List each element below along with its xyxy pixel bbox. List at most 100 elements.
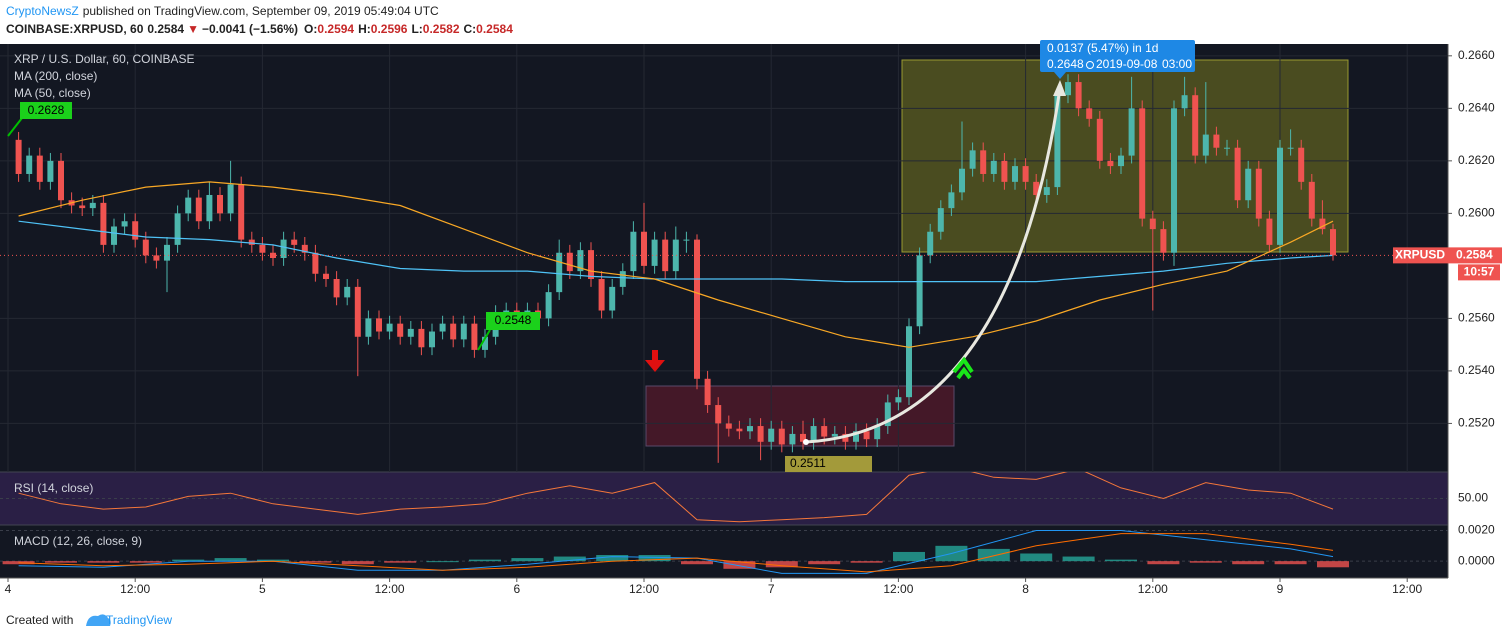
candle-body <box>1171 108 1177 253</box>
candle-body <box>397 323 404 337</box>
macd-bar <box>426 561 459 563</box>
candle-body <box>195 197 202 222</box>
up-arrow <box>952 356 974 380</box>
candle-body <box>503 310 510 314</box>
ohlc-value: 0.2582 <box>423 22 460 36</box>
x-tick-label: 12:00 <box>375 582 405 596</box>
candle-body <box>1266 218 1273 245</box>
y-tick-label: 0.2640 <box>1458 101 1495 115</box>
arrow-head <box>1053 80 1066 96</box>
macd-bar <box>1105 559 1137 562</box>
macd-bar <box>681 561 713 565</box>
candle-body <box>630 231 637 272</box>
candle-body <box>927 231 934 256</box>
candle-body <box>937 208 944 232</box>
candle-body <box>641 231 647 266</box>
ohlc-label: L: <box>411 22 422 36</box>
callout-label: 0.2628 <box>28 103 65 117</box>
price-tag-value: 0.2584 <box>1456 248 1493 262</box>
range-box <box>901 59 1349 253</box>
measure-tip <box>1054 72 1066 79</box>
candle-body <box>545 292 552 319</box>
callout-line <box>477 329 491 351</box>
footer-brand: TradingView <box>106 613 172 627</box>
measure-price: 0.2648 <box>1047 57 1084 71</box>
x-tick-label: 7 <box>768 582 775 596</box>
line <box>18 220 1334 283</box>
macd-bar <box>469 559 501 562</box>
macd-bar <box>765 561 798 568</box>
y-tick-label: 0.2660 <box>1458 48 1495 62</box>
candle-body <box>1330 229 1336 256</box>
candle-body <box>153 255 160 261</box>
candle-body <box>407 328 414 337</box>
symbol-line: COINBASE:XRPUSD, 60 0.2584 ▼ −0.0041 (−1.56… <box>6 22 513 36</box>
candle-body <box>1065 82 1071 96</box>
candle-body <box>460 323 467 340</box>
candle-body <box>248 239 255 245</box>
line <box>18 181 1334 348</box>
candle-body <box>185 197 192 214</box>
candle-body <box>768 428 775 442</box>
author: CryptoNewsZ <box>6 4 79 18</box>
candle-body <box>111 226 117 245</box>
candle-body <box>598 279 605 311</box>
candle-body <box>725 423 732 429</box>
macd-bar <box>596 555 629 562</box>
ohlc-label: C: <box>464 22 477 36</box>
price-tag-symbol: XRPUSD <box>1395 248 1445 262</box>
candle-body <box>1043 187 1050 195</box>
ohlc-label: O: <box>304 22 317 36</box>
candle-body <box>301 244 308 253</box>
candle-body <box>980 150 987 174</box>
macd-bar <box>850 561 883 563</box>
candle-body <box>1308 181 1315 219</box>
candle-body <box>1298 147 1305 182</box>
macd-bar <box>553 556 586 562</box>
symbol: COINBASE:XRPUSD, 60 <box>6 22 144 36</box>
candle-body <box>482 336 488 350</box>
candle-body <box>132 221 139 240</box>
macd-bar <box>172 559 205 562</box>
x-tick-label: 6 <box>513 582 520 596</box>
macd-bar <box>638 555 671 562</box>
macd-bar <box>1274 561 1307 565</box>
x-tick-label: 4 <box>5 582 12 596</box>
candle-body <box>164 244 170 261</box>
published: published on TradingView.com, September … <box>83 4 439 18</box>
curve-arrow <box>805 87 1062 444</box>
candle-body <box>747 426 753 432</box>
callout-box <box>20 102 72 119</box>
ohlc-value: 0.2594 <box>317 22 354 36</box>
footer-text: Created with <box>6 613 73 627</box>
candle-body <box>354 286 361 337</box>
last: 0.2584 <box>147 22 184 36</box>
price-tag-bg <box>1448 247 1502 264</box>
candle-body <box>789 433 796 445</box>
candle-body <box>471 323 478 350</box>
price-pane <box>0 44 1448 472</box>
header-line: CryptoNewsZ published on TradingView.com,… <box>6 4 439 18</box>
macd-title: MACD (12, 26, close, 9) <box>14 534 142 548</box>
macd-bar <box>384 561 417 563</box>
y-tick-label: 0.2600 <box>1458 206 1495 220</box>
candle-body <box>694 239 700 379</box>
x-tick-label: 5 <box>259 582 266 596</box>
macd-bar <box>808 561 841 565</box>
price-tag-bg <box>1393 247 1448 264</box>
down-arrow <box>645 350 665 372</box>
callout-label: 0.2548 <box>495 313 532 327</box>
change: −0.0041 (−1.56%) <box>202 22 298 36</box>
candle-body <box>1234 147 1241 201</box>
macd-bar <box>511 558 544 562</box>
candle-body <box>672 239 679 272</box>
candle-body <box>386 323 393 332</box>
y-tick-label: 0.0020 <box>1458 523 1495 537</box>
candle-body <box>1075 82 1082 109</box>
macd-bar <box>1189 561 1222 563</box>
arrow: ▼ <box>187 22 199 36</box>
candle-body <box>651 239 658 266</box>
callout-line <box>7 117 23 137</box>
callout-box <box>486 312 540 330</box>
